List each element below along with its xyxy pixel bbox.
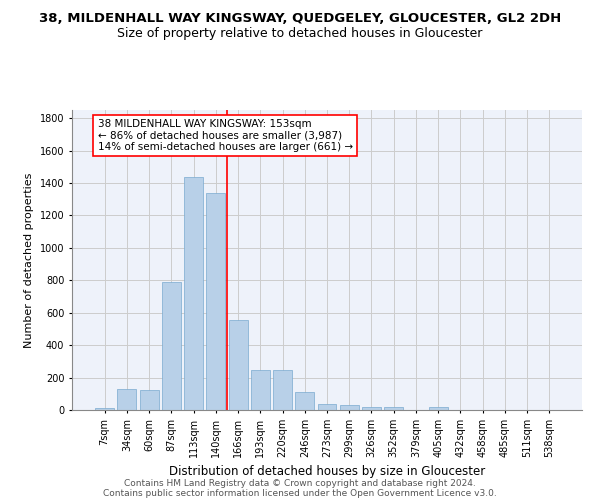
Bar [273, 370, 292, 410]
Text: 38, MILDENHALL WAY KINGSWAY, QUEDGELEY, GLOUCESTER, GL2 2DH: 38, MILDENHALL WAY KINGSWAY, QUEDGELEY, … [39, 12, 561, 26]
Bar [229, 320, 248, 410]
Bar [295, 392, 314, 410]
Bar [340, 406, 359, 410]
Y-axis label: Number of detached properties: Number of detached properties [24, 172, 34, 348]
Text: Size of property relative to detached houses in Gloucester: Size of property relative to detached ho… [118, 28, 482, 40]
Bar [118, 389, 136, 410]
Text: Contains public sector information licensed under the Open Government Licence v3: Contains public sector information licen… [103, 488, 497, 498]
Bar [206, 192, 225, 410]
Bar [384, 407, 403, 410]
Bar [251, 370, 270, 410]
Text: Contains HM Land Registry data © Crown copyright and database right 2024.: Contains HM Land Registry data © Crown c… [124, 478, 476, 488]
Bar [429, 407, 448, 410]
Bar [162, 282, 181, 410]
Bar [362, 407, 381, 410]
Bar [95, 408, 114, 410]
Bar [184, 178, 203, 410]
Bar [317, 404, 337, 410]
Text: 38 MILDENHALL WAY KINGSWAY: 153sqm
← 86% of detached houses are smaller (3,987)
: 38 MILDENHALL WAY KINGSWAY: 153sqm ← 86%… [97, 119, 353, 152]
Bar [140, 390, 158, 410]
X-axis label: Distribution of detached houses by size in Gloucester: Distribution of detached houses by size … [169, 466, 485, 478]
